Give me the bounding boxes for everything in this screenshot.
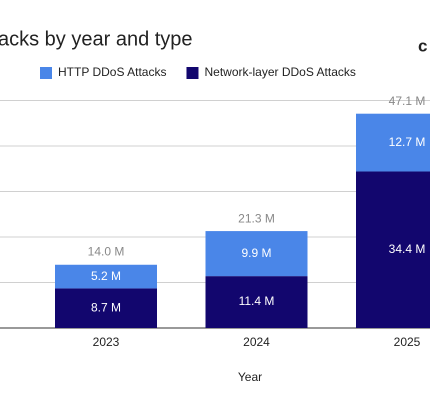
bar-segment [205,276,308,328]
value-label: 9.9 M [241,246,271,260]
x-axis-label: Year [238,370,262,384]
total-label: 21.3 M [238,211,275,225]
legend-swatch [40,67,52,79]
bar-segment [205,231,308,277]
x-tick-label: 2025 [394,335,421,349]
value-label: 34.4 M [389,242,426,256]
bar-segment [55,264,157,289]
value-label: 5.2 M [91,269,121,283]
x-tick-label: 2023 [93,335,120,349]
x-tick-label: 2024 [243,335,270,349]
bar-segment [356,113,430,172]
legend-swatch [186,67,199,79]
total-label: 14.0 M [88,244,125,258]
chart-title: acks by year and type [0,28,193,50]
value-label: 12.7 M [389,135,426,149]
value-label: 8.7 M [91,300,121,314]
bar-segment [356,171,430,328]
logo: c [418,36,427,55]
legend-label: Network-layer DDoS Attacks [204,65,355,79]
total-label: 47.1 M [389,94,426,108]
bar-segment [55,288,157,328]
legend-label: HTTP DDoS Attacks [58,65,166,79]
value-label: 11.4 M [239,294,275,308]
